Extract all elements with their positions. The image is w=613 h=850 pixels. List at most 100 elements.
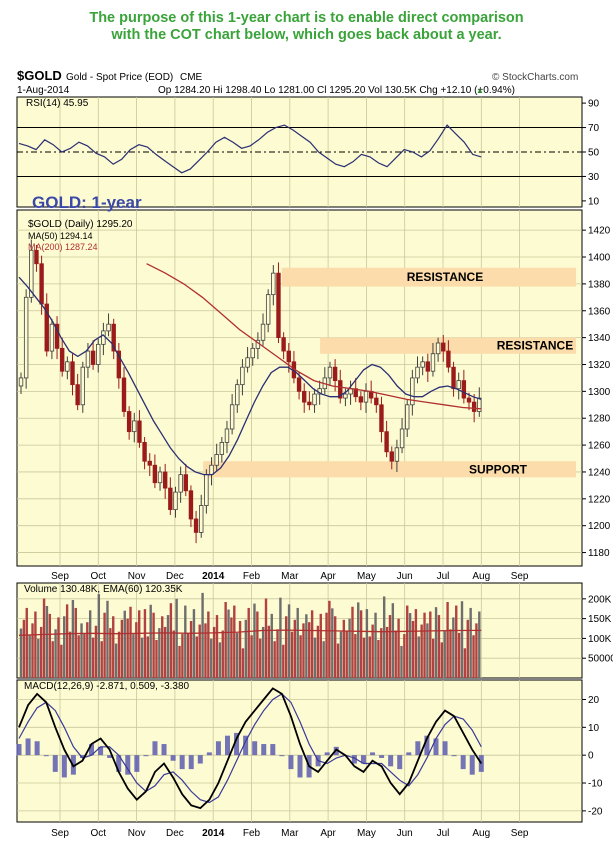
macd-histogram-bar (179, 755, 185, 770)
candle-body (209, 464, 214, 476)
watermark: © StockCharts.com (492, 72, 578, 83)
x-tick-label-price: Dec (166, 571, 184, 582)
volume-bar (117, 631, 121, 678)
volume-bar (215, 615, 219, 678)
price-tick-label: 1320 (588, 360, 611, 371)
candle-body (132, 420, 137, 433)
candle-body (121, 377, 127, 412)
macd-histogram-bar (297, 755, 303, 778)
volume-bar (466, 619, 469, 678)
volume-bar (420, 624, 423, 678)
volume-bar (37, 638, 40, 678)
volume-bar (235, 632, 239, 678)
macd-histogram-bar (243, 735, 249, 756)
volume-bar (112, 616, 115, 678)
candle-body (59, 347, 65, 372)
volume-bar (172, 630, 175, 678)
volume-bar (299, 635, 302, 678)
candle-body (23, 296, 29, 379)
candle-body (101, 330, 106, 345)
macd-histogram-bar (116, 755, 122, 772)
caption-line-2: with the COT chart below, which goes bac… (111, 27, 502, 43)
volume-bar (293, 619, 297, 678)
x-tick-label-macd: May (357, 828, 376, 839)
x-tick-label-price: Feb (243, 571, 261, 582)
volume-bar (137, 610, 141, 678)
volume-bar (207, 611, 210, 678)
volume-bar (201, 592, 204, 678)
candle-body (147, 460, 152, 466)
volume-bar (140, 637, 144, 678)
volume-bar (316, 625, 320, 678)
volume-bar (65, 604, 69, 678)
volume-bar (391, 603, 395, 678)
macd-histogram-bar (188, 755, 194, 770)
candle-body (54, 323, 60, 349)
volume-bar (426, 623, 429, 678)
volume-bar (100, 641, 103, 678)
volume-bar (227, 609, 230, 678)
candle-body (410, 377, 415, 406)
volume-bar (385, 626, 389, 678)
volume-bar (400, 645, 403, 678)
volume-bar (71, 600, 75, 678)
volume-bar (437, 615, 441, 678)
volume-bar (267, 625, 271, 678)
volume-bar (463, 648, 467, 678)
candle-body (389, 451, 394, 462)
zone-band-resistance (281, 267, 576, 287)
volume-bar (166, 615, 170, 678)
rsi-tick-label: 10 (588, 196, 600, 207)
candle-body (178, 474, 183, 493)
macd-histogram-bar (261, 744, 267, 756)
volume-bar (273, 641, 276, 678)
volume-bar (210, 638, 213, 678)
volume-bar (469, 607, 472, 678)
x-tick-label-price: Mar (281, 571, 299, 582)
volume-bar (74, 607, 77, 678)
volume-bar (253, 603, 256, 678)
candle-body (245, 357, 250, 368)
volume-bar (339, 631, 343, 678)
candle-body (471, 401, 477, 412)
volume-bar (175, 598, 178, 678)
macd-histogram-bar (433, 738, 439, 756)
macd-panel (16, 679, 583, 823)
quote-up-arrow: ▲ (476, 86, 484, 95)
volume-bar (382, 596, 386, 678)
volume-bar (42, 598, 46, 678)
macd-histogram-bar (89, 744, 95, 756)
volume-bar (460, 601, 464, 678)
volume-bar (313, 637, 317, 678)
volume-bar (417, 636, 420, 678)
candle-body (348, 388, 353, 395)
volume-bar (57, 617, 60, 678)
candle-body (199, 505, 204, 533)
zone-label-support: SUPPORT (469, 462, 528, 476)
volume-bar (282, 644, 285, 678)
candle-body (44, 303, 49, 352)
volume-bar (357, 602, 360, 678)
volume-bar (155, 640, 158, 678)
macd-tick-label: 10 (588, 723, 600, 734)
macd-histogram-bar (79, 755, 85, 758)
volume-bar (244, 619, 248, 678)
volume-bar (256, 611, 259, 678)
volume-bar (106, 600, 109, 678)
zone-band-support (203, 461, 576, 478)
volume-bar (241, 648, 245, 678)
volume-bar (103, 612, 106, 678)
volume-bar (97, 594, 101, 678)
rsi-tick-label: 90 (588, 99, 600, 110)
volume-bar (359, 610, 363, 678)
macd-histogram-bar (406, 752, 412, 756)
volume-bar (431, 638, 435, 678)
macd-histogram-bar (98, 746, 104, 756)
macd-histogram-bar (442, 741, 448, 756)
candle-body (384, 431, 389, 453)
candle-body (142, 442, 147, 462)
macd-histogram-bar (34, 741, 40, 756)
candle-body (446, 350, 451, 368)
volume-bar (261, 626, 265, 678)
